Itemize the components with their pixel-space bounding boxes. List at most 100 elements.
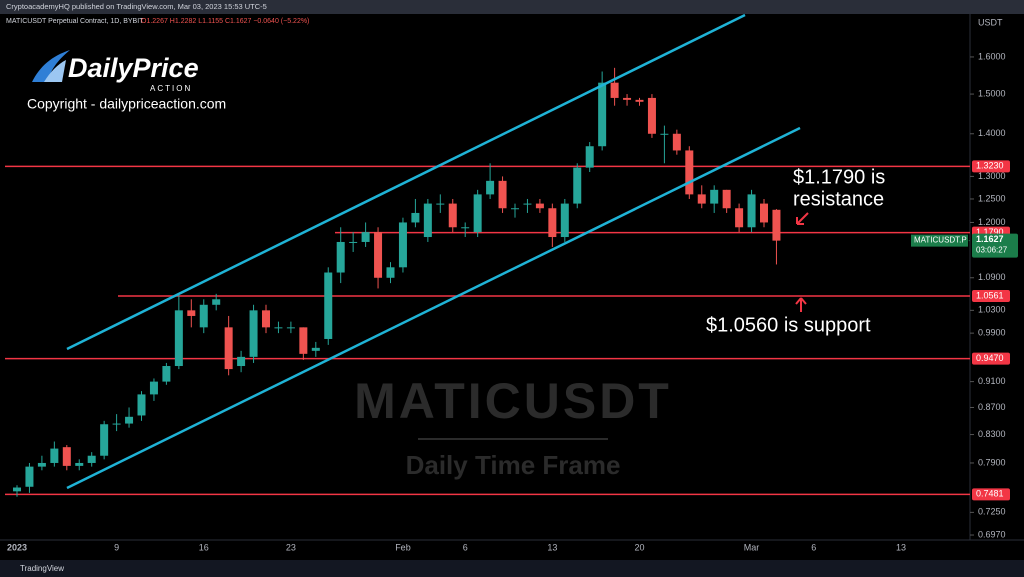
- candle-body: [722, 189, 731, 209]
- candle-body: [249, 310, 258, 357]
- y-tick-label: 1.0900: [978, 272, 1006, 282]
- candle-body: [461, 227, 470, 229]
- candle-body: [535, 203, 544, 209]
- footer-bar: [0, 560, 1024, 577]
- candle-body: [75, 462, 84, 466]
- candle-body: [13, 487, 21, 492]
- watermark-subtitle: Daily Time Frame: [406, 450, 621, 480]
- level-label-box: [972, 289, 1010, 302]
- candle-body: [623, 97, 632, 100]
- y-tick-label: 0.8300: [978, 429, 1006, 439]
- candle-body: [324, 272, 333, 339]
- symbol-info: MATICUSDT Perpetual Contract, 1D, BYBIT: [6, 18, 144, 25]
- watermark: MATICUSDT Daily Time Frame: [354, 373, 669, 480]
- plot-area: [5, 67, 970, 497]
- ohlc-info: O1.2267 H1.2282 L1.1155 C1.1627 −0.0640 …: [141, 18, 309, 25]
- header-bar: [0, 0, 1024, 14]
- candle-body: [137, 394, 146, 416]
- level-label: 1.0561: [976, 290, 1004, 300]
- currency: USDT: [978, 17, 1003, 27]
- candle-body: [187, 310, 196, 316]
- candle-body: [199, 304, 208, 328]
- candle-body: [149, 381, 158, 395]
- candle-body: [125, 416, 134, 424]
- candle-body: [411, 212, 420, 223]
- candle-body: [423, 203, 432, 238]
- candle-body: [610, 82, 619, 98]
- level-label: 0.9470: [976, 353, 1004, 363]
- candle-body: [486, 180, 495, 195]
- y-tick-label: 0.9900: [978, 328, 1006, 338]
- candle-body: [760, 203, 768, 223]
- y-tick-label: 0.6970: [978, 529, 1006, 539]
- x-tick-label: 9: [114, 542, 119, 552]
- candle-body: [735, 208, 744, 228]
- x-tick-label: 2023: [7, 542, 27, 552]
- candle-body: [598, 82, 607, 147]
- candle-body: [112, 423, 121, 425]
- y-tick-label: 1.2500: [978, 193, 1006, 203]
- countdown: 03:06:27: [976, 246, 1008, 255]
- y-tick-label: 1.5000: [978, 88, 1006, 98]
- candle-body: [374, 232, 383, 278]
- y-tick-label: 1.2000: [978, 217, 1006, 227]
- annotation: $1.1790 is: [793, 166, 885, 188]
- x-tick-label: 6: [463, 542, 468, 552]
- candle-body: [685, 150, 694, 195]
- candle-body: [274, 327, 283, 329]
- published-info: CryptoacademyHQ published on TradingView…: [6, 2, 267, 11]
- x-tick-label: 13: [896, 542, 906, 552]
- level-label-box: [972, 160, 1010, 173]
- candle-body: [747, 194, 756, 228]
- candle-body: [336, 241, 345, 273]
- candle-body: [772, 209, 781, 241]
- candle-body: [87, 455, 96, 463]
- candle-body: [436, 203, 445, 205]
- y-tick-label: 1.4000: [978, 128, 1006, 138]
- candle-body: [560, 203, 569, 238]
- candle-body: [349, 241, 358, 243]
- candle-body: [523, 203, 532, 205]
- x-tick-label: 20: [634, 542, 644, 552]
- candle-body: [647, 97, 656, 134]
- y-tick-label: 1.0300: [978, 305, 1006, 315]
- x-tick-label: 23: [286, 542, 296, 552]
- arrow: [796, 212, 809, 225]
- channel: [66, 13, 801, 490]
- x-tick-label: Mar: [744, 542, 760, 552]
- logo-name: DailyPrice: [68, 53, 199, 83]
- level-label-box: [972, 488, 1010, 501]
- candle-body: [162, 366, 171, 382]
- level-label: 0.7481: [976, 489, 1004, 499]
- candle-body: [398, 222, 407, 268]
- y-tick-label: 1.3000: [978, 171, 1006, 181]
- candle-body: [635, 99, 644, 102]
- candle-body: [237, 356, 246, 367]
- candle-body: [585, 146, 594, 168]
- logo-mark: [44, 60, 66, 82]
- candle-body: [660, 133, 669, 135]
- candle-body: [262, 310, 270, 328]
- candle-body: [548, 208, 557, 238]
- candle-body: [311, 347, 320, 351]
- y-tick-label: 0.7900: [978, 457, 1006, 467]
- y-tick-label: 0.8700: [978, 402, 1006, 412]
- candle-body: [573, 167, 582, 204]
- arrow: [795, 297, 807, 312]
- candle-body: [299, 327, 308, 354]
- level-label: 1.3230: [976, 161, 1004, 171]
- candle-body: [710, 189, 719, 204]
- annotation: resistance: [793, 188, 884, 210]
- last-price-name: MATICUSDT.P: [914, 236, 967, 245]
- copyright: Copyright - dailypriceaction.com: [27, 96, 226, 112]
- logo-mark: [32, 50, 70, 82]
- candle-body: [448, 203, 457, 228]
- candle-body: [386, 267, 395, 278]
- candle-body: [498, 180, 507, 209]
- channel-line: [66, 13, 746, 351]
- last-price-label: 1.1627: [976, 234, 1004, 244]
- candle-body: [100, 424, 109, 456]
